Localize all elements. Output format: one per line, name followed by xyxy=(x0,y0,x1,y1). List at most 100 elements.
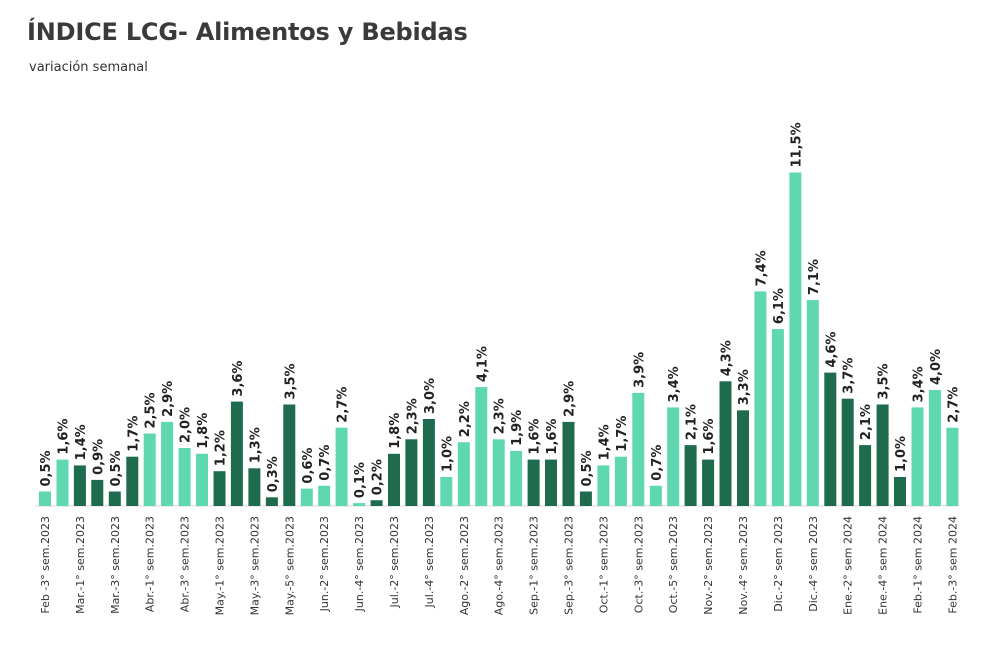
x-tick-label-34: Oct.-3° sem.2023 xyxy=(632,516,645,613)
x-tick-label-44: Dic.-4° sem 2023 xyxy=(807,516,820,612)
value-label-30: 2,9% xyxy=(563,381,578,417)
bar-27 xyxy=(510,450,523,506)
bar-6 xyxy=(143,433,156,506)
value-label-22: 3,0% xyxy=(423,378,438,414)
bar-41 xyxy=(754,291,767,506)
bar-10 xyxy=(213,471,226,506)
bar-0 xyxy=(39,491,51,506)
bar-43 xyxy=(789,172,802,506)
bar-23 xyxy=(440,477,453,506)
bar-39 xyxy=(719,381,732,506)
bar-16 xyxy=(318,485,331,506)
bar-52 xyxy=(946,427,959,506)
value-label-25: 4,1% xyxy=(475,346,490,382)
value-label-37: 2,1% xyxy=(685,404,700,440)
bar-22 xyxy=(422,419,435,506)
bar-38 xyxy=(702,459,715,506)
x-tick-label-26: Ago.-4° sem.2023 xyxy=(493,516,506,615)
value-label-6: 2,5% xyxy=(144,392,159,428)
x-tick-label-14: May.-5° sem.2023 xyxy=(283,516,296,615)
bar-13 xyxy=(265,497,278,506)
bar-37 xyxy=(684,445,697,506)
bar-47 xyxy=(859,445,872,506)
value-label-12: 1,3% xyxy=(248,427,263,463)
bar-30 xyxy=(562,421,575,506)
x-tick-label-20: Jul.-2° sem.2023 xyxy=(388,516,401,608)
bar-12 xyxy=(248,468,261,506)
bar-40 xyxy=(737,410,749,506)
x-tick-label-48: Ene.-4° sem 2024 xyxy=(877,516,890,615)
bar-32 xyxy=(597,465,610,506)
bar-48 xyxy=(876,404,889,506)
x-tick-label-10: May.-1° sem.2023 xyxy=(214,516,227,615)
x-tick-label-12: May.-3° sem.2023 xyxy=(248,516,261,615)
bar-15 xyxy=(300,488,313,506)
bar-19 xyxy=(370,500,383,506)
value-label-15: 0,6% xyxy=(301,448,316,484)
value-label-45: 4,6% xyxy=(824,332,839,368)
bar-3 xyxy=(91,479,104,506)
bar-35 xyxy=(649,485,662,506)
value-label-9: 1,8% xyxy=(196,413,211,449)
value-label-18: 0,1% xyxy=(353,462,368,498)
x-tick-label-40: Nov.-4° sem.2023 xyxy=(737,516,750,615)
bar-51 xyxy=(928,390,941,506)
bar-42 xyxy=(771,329,784,506)
chart-subtitle: variación semanal xyxy=(29,60,148,75)
value-label-31: 0,5% xyxy=(580,450,595,486)
value-label-38: 1,6% xyxy=(702,419,717,455)
x-tick-label-36: Oct.-5° sem.2023 xyxy=(667,516,680,613)
x-tick-label-2: Mar.-1° sem.2023 xyxy=(74,516,87,614)
x-tick-label-8: Abr.-3° sem.2023 xyxy=(179,516,192,612)
chart-title: ÍNDICE LCG- Alimentos y Bebidas xyxy=(27,18,468,46)
x-tick-label-38: Nov.-2° sem.2023 xyxy=(702,516,715,615)
value-label-0: 0,5% xyxy=(39,450,54,486)
x-tick-label-6: Abr.-1° sem.2023 xyxy=(144,516,157,612)
value-label-29: 1,6% xyxy=(545,419,560,455)
value-label-17: 2,7% xyxy=(336,387,351,423)
bar-2 xyxy=(73,465,86,506)
value-label-7: 2,9% xyxy=(161,381,176,417)
x-tick-label-22: Jul.-4° sem.2023 xyxy=(423,516,436,608)
value-label-44: 7,1% xyxy=(807,259,822,295)
value-label-24: 2,2% xyxy=(458,401,473,437)
bar-44 xyxy=(806,300,819,506)
bar-34 xyxy=(632,392,645,506)
x-tick-label-30: Sep.-3° sem.2023 xyxy=(563,516,576,615)
value-label-16: 0,7% xyxy=(318,445,333,481)
value-label-11: 3,6% xyxy=(231,361,246,397)
value-label-34: 3,9% xyxy=(632,352,647,388)
x-tick-label-32: Oct.-1° sem.2023 xyxy=(597,516,610,613)
value-label-41: 7,4% xyxy=(754,250,769,286)
x-tick-label-50: Feb.-1° sem 2024 xyxy=(912,516,925,614)
value-label-26: 2,3% xyxy=(493,398,508,434)
value-label-36: 3,4% xyxy=(667,366,682,402)
value-label-14: 3,5% xyxy=(283,363,298,399)
bar-45 xyxy=(824,372,837,506)
bar-11 xyxy=(230,401,243,506)
value-label-3: 0,9% xyxy=(91,439,106,475)
value-label-52: 2,7% xyxy=(946,387,961,423)
value-label-49: 1,0% xyxy=(894,436,909,472)
bar-49 xyxy=(894,477,906,506)
value-label-46: 3,7% xyxy=(842,358,857,394)
bar-31 xyxy=(579,491,592,506)
bar-46 xyxy=(841,398,854,506)
value-label-10: 1,2% xyxy=(214,430,229,466)
bar-18 xyxy=(353,503,366,506)
value-label-4: 0,5% xyxy=(109,450,124,486)
bar-28 xyxy=(527,459,540,506)
bar-24 xyxy=(457,442,470,506)
value-label-51: 4,0% xyxy=(929,349,944,385)
bar-7 xyxy=(161,421,174,506)
x-tick-label-16: Jun.-2° sem.2023 xyxy=(318,516,331,612)
value-label-2: 1,4% xyxy=(74,424,89,460)
value-label-20: 1,8% xyxy=(388,413,403,449)
bar-25 xyxy=(475,387,488,506)
value-label-43: 11,5% xyxy=(789,122,804,167)
value-label-19: 0,2% xyxy=(371,459,386,495)
value-label-35: 0,7% xyxy=(650,445,665,481)
value-label-32: 1,4% xyxy=(597,424,612,460)
bar-5 xyxy=(126,456,139,506)
x-tick-label-52: Feb.-3° sem 2024 xyxy=(946,516,959,614)
